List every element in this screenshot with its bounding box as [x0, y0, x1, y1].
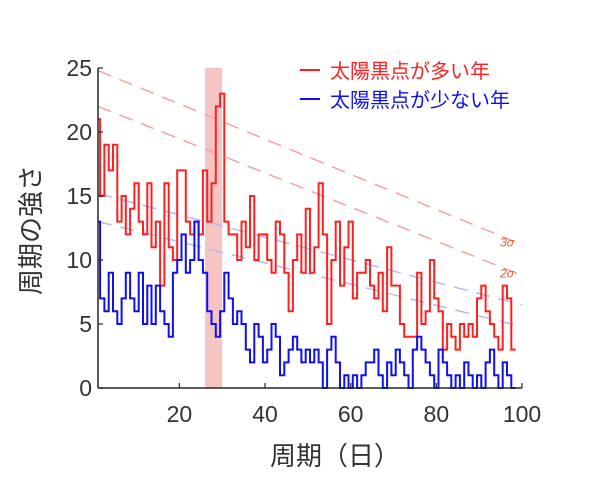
- x-tick-label: 60: [338, 401, 364, 427]
- reference-line-2: [97, 105, 523, 277]
- y-tick-label: 5: [79, 311, 92, 337]
- legend-label-high: 太陽黒点が多い年: [330, 60, 490, 83]
- reference-line-1: [97, 69, 523, 246]
- reference-line-label-2: 2σ: [499, 266, 515, 280]
- series-line-2: [98, 220, 516, 389]
- legend: 太陽黒点が多い年 太陽黒点が少ない年: [300, 60, 510, 112]
- series-line-1: [98, 92, 516, 351]
- highlight-band: [205, 68, 223, 388]
- x-tick-label: 80: [424, 401, 450, 427]
- y-tick-label: 20: [66, 119, 92, 145]
- reference-line-label-1: 3σ: [500, 236, 515, 250]
- x-tick-label: 100: [503, 401, 541, 427]
- y-axis-label: 周期の強さ: [16, 165, 46, 295]
- y-tick-label: 0: [79, 375, 92, 401]
- legend-label-low: 太陽黒点が少ない年: [330, 89, 510, 112]
- x-tick-label: 40: [252, 401, 278, 427]
- y-tick-label: 25: [66, 55, 92, 81]
- y-tick-label: 10: [66, 247, 92, 273]
- x-tick-label: 20: [167, 401, 193, 427]
- y-tick-label: 15: [66, 183, 92, 209]
- x-axis-label: 周期（日）: [270, 441, 400, 471]
